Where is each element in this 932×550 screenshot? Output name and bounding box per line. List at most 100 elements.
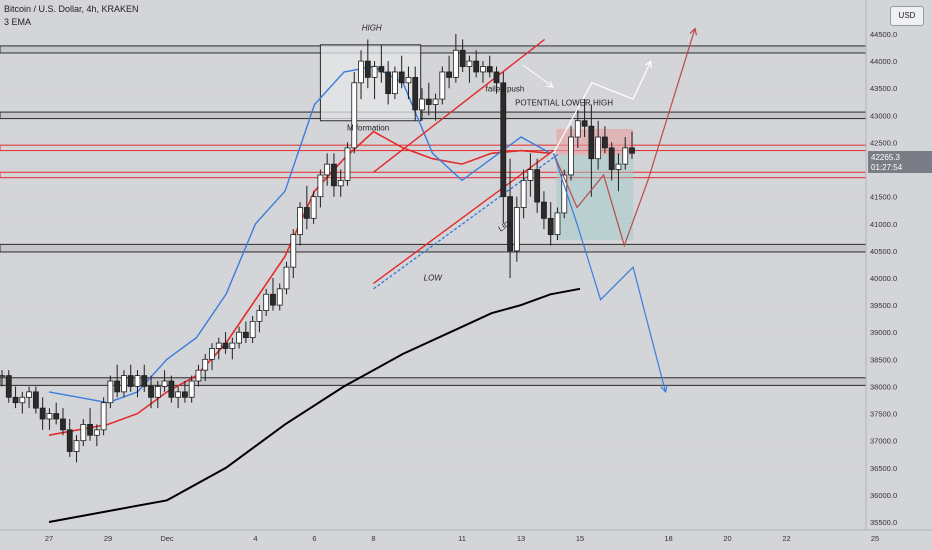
candle-body xyxy=(297,207,303,236)
candle xyxy=(513,196,520,262)
candle xyxy=(324,153,331,186)
candle-body xyxy=(615,163,622,170)
candle-body xyxy=(188,380,195,398)
candle-body xyxy=(209,348,215,360)
candle-body xyxy=(493,71,500,84)
candle xyxy=(182,381,188,403)
candle-body xyxy=(26,391,32,398)
candle-body xyxy=(480,66,486,73)
candle-body xyxy=(507,196,513,252)
candle xyxy=(317,169,324,208)
candle xyxy=(188,375,195,403)
candle-body xyxy=(73,440,80,452)
candle xyxy=(547,202,554,246)
time-tick-label: 18 xyxy=(664,534,672,543)
price-tick-label: 37500.0 xyxy=(870,410,897,419)
candle xyxy=(608,142,615,181)
scenario-path xyxy=(552,60,652,154)
candle-body xyxy=(500,82,507,198)
ema-slow-line xyxy=(48,287,581,523)
candle xyxy=(66,418,73,457)
candle xyxy=(412,66,419,121)
candle-body xyxy=(432,98,439,105)
candle-body xyxy=(53,413,60,420)
time-tick-label: 11 xyxy=(458,534,466,543)
candle xyxy=(209,343,215,371)
last-price-tag: 42265.3 01:27:54 xyxy=(868,151,932,173)
time-tick-label: 27 xyxy=(45,534,53,543)
candle-body xyxy=(303,207,310,219)
price-tick-label: 40000.0 xyxy=(870,274,897,283)
price-axis[interactable]: 35500.0 36000.0 36500.0 37000.0 37500.0 38000… xyxy=(865,0,897,530)
candle-body xyxy=(419,98,425,111)
candle xyxy=(622,137,629,170)
candle-body xyxy=(121,375,127,393)
candle-body xyxy=(161,380,168,387)
annotation-label: LOW xyxy=(424,274,444,283)
horizontal-zone xyxy=(0,243,867,253)
candle-body xyxy=(398,71,405,84)
time-tick-label: 8 xyxy=(371,534,375,543)
candle xyxy=(249,315,256,344)
candle xyxy=(107,375,114,409)
candle-body xyxy=(554,212,561,236)
candle xyxy=(26,386,32,409)
candle-body xyxy=(87,423,93,436)
candle xyxy=(270,278,276,311)
ema-fast-line xyxy=(48,65,551,404)
candle xyxy=(93,424,100,447)
time-axis[interactable]: 27 29 Dec 4 6 8 11 13 15 18 20 22 25 xyxy=(0,529,932,543)
time-tick-label: 22 xyxy=(782,534,790,543)
horizontal-zone xyxy=(0,45,867,54)
time-tick-label: 6 xyxy=(312,534,316,543)
candle-body xyxy=(574,120,581,138)
channel-upper-line xyxy=(373,38,546,173)
scenario-arrowhead xyxy=(644,59,652,69)
candle-layer xyxy=(0,34,635,463)
candle xyxy=(148,375,154,409)
candle-body xyxy=(364,60,371,78)
candle xyxy=(534,158,541,213)
candle xyxy=(452,34,459,83)
candle xyxy=(283,261,290,295)
candle-body xyxy=(80,423,87,442)
candle xyxy=(141,364,148,392)
candle-body xyxy=(229,342,236,349)
candle xyxy=(371,61,378,100)
candle-body xyxy=(358,60,364,84)
candle xyxy=(32,386,39,414)
candle xyxy=(168,375,175,403)
scenario-arrowhead xyxy=(689,27,698,36)
last-price-tag-bg xyxy=(868,151,932,173)
candle xyxy=(121,370,127,398)
time-tick-label: 20 xyxy=(723,534,731,543)
price-tick-label: 36500.0 xyxy=(870,464,897,473)
candle-body xyxy=(412,76,419,111)
candle xyxy=(297,202,303,246)
time-tick-label: 25 xyxy=(871,534,879,543)
currency-button[interactable]: USD xyxy=(890,6,924,26)
candle-body xyxy=(486,66,493,73)
scenario-path xyxy=(552,28,696,248)
chart-header: Bitcoin / U.S. Dollar, 4h, KRAKEN 3 EMA xyxy=(4,3,139,29)
candle xyxy=(39,397,46,430)
horizontal-zone xyxy=(0,111,867,120)
candle-body xyxy=(520,179,527,208)
candle xyxy=(202,353,209,382)
candle-body xyxy=(5,375,12,398)
candle-body xyxy=(439,71,446,100)
candle-body xyxy=(202,358,209,371)
candle-body xyxy=(527,169,534,181)
candle-body xyxy=(127,375,134,387)
candle-body xyxy=(134,375,141,387)
ema-layer xyxy=(48,65,581,523)
candle-body xyxy=(568,136,574,176)
candle xyxy=(419,88,425,121)
time-tick-label: 29 xyxy=(104,534,112,543)
candle-body xyxy=(473,60,480,73)
indicator-label[interactable]: 3 EMA xyxy=(4,17,32,27)
scenario-layer xyxy=(552,27,698,394)
